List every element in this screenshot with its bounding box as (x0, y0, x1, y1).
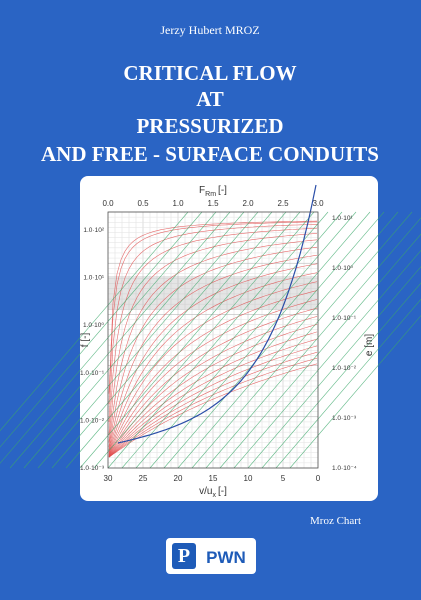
red-curve (108, 272, 318, 455)
red-curve (108, 307, 318, 457)
bottom-tick-label: 20 (174, 474, 183, 483)
bottom-tick-label: 25 (139, 474, 148, 483)
red-curve (108, 220, 318, 394)
logo-letter: P (178, 545, 190, 567)
left-tick-label: 1.0·10² (83, 227, 104, 234)
top-tick-label: 1.0 (172, 199, 184, 208)
title-line: CRITICAL FLOW (123, 61, 296, 85)
right-tick-label: 1.0·10⁻¹ (332, 315, 357, 322)
red-curve (108, 221, 318, 405)
plot-frame (107, 211, 319, 469)
green-line (191, 211, 413, 469)
axis-title-sub: Rm (205, 191, 216, 198)
green-line (275, 298, 421, 469)
bottom-tick-label: 10 (244, 474, 253, 483)
logo-icon (172, 543, 196, 569)
green-line (177, 211, 399, 469)
axis-title-sub: x (212, 492, 216, 499)
nomogram: 0.0 0.5 1.0 1.5 2.0 2.5 3.0 30 25 20 15 10 5 0 1.0·10²… (0, 184, 421, 499)
right-tick-label: 1.0·10⁻³ (332, 415, 357, 422)
green-line (121, 211, 343, 469)
red-curve (108, 363, 318, 458)
bottom-tick-label: 0 (316, 474, 321, 483)
axis-title-unit: [-] (218, 486, 227, 497)
axis-title-main: v/u (199, 486, 212, 497)
top-tick-label: 0.0 (102, 199, 114, 208)
left-tick-label: 1.0·10⁰ (83, 322, 104, 329)
top-tick-label: 3.0 (312, 199, 324, 208)
publisher-name: PWN (206, 548, 246, 567)
green-line (37, 211, 259, 469)
green-line (163, 211, 385, 469)
bottom-axis-title: v/ux [-] (199, 486, 227, 499)
green-line (135, 211, 357, 469)
top-tick-label: 0.5 (137, 199, 149, 208)
title-line: AND FREE - SURFACE CONDUITS (41, 142, 379, 166)
axis-title-unit: [-] (218, 185, 227, 196)
red-curve (108, 227, 318, 435)
blue-curve (117, 184, 317, 444)
green-line (65, 211, 287, 469)
publisher-logo: P PWN (166, 538, 256, 574)
green-line (149, 211, 371, 469)
green-line (0, 211, 203, 448)
green-line (0, 211, 189, 432)
axis-title-main: F (199, 185, 205, 196)
red-curve (108, 331, 318, 457)
green-line (219, 233, 421, 469)
green-line (289, 315, 421, 469)
left-tick-label: 1.0·10⁻¹ (80, 370, 105, 377)
green-line (23, 211, 245, 469)
red-curve (108, 254, 318, 452)
right-tick-label: 1.0·10¹ (332, 215, 353, 222)
green-line (0, 211, 217, 464)
top-tick-label: 2.0 (242, 199, 254, 208)
red-curve (108, 239, 318, 448)
red-curve (108, 246, 318, 451)
title-line: PRESSURIZED (136, 114, 283, 138)
left-tick-label: 1.0·10¹ (83, 275, 104, 282)
bottom-tick-label: 5 (281, 474, 286, 483)
top-tick-label: 2.5 (277, 199, 289, 208)
caption: Mroz Chart (310, 515, 361, 527)
green-line (205, 217, 421, 469)
bottom-tick-label: 15 (209, 474, 218, 483)
right-tick-label: 1.0·10⁻² (332, 365, 357, 372)
author: Jerzy Hubert MROZ (160, 23, 259, 37)
green-line (79, 211, 301, 469)
red-curve (108, 281, 318, 455)
left-tick-label: 1.0·10⁻² (80, 417, 105, 424)
green-line (93, 211, 315, 469)
red-curve (108, 263, 318, 454)
green-line (247, 266, 421, 469)
red-curve (108, 316, 318, 457)
right-tick-label: 1.0·10⁻⁴ (332, 465, 357, 472)
right-tick-label: 1.0·10⁰ (332, 265, 353, 272)
left-axis-title: f [-] (80, 333, 91, 348)
green-line (9, 211, 231, 469)
top-axis-title: FRm [-] (199, 185, 227, 198)
bottom-tick-label: 30 (104, 474, 113, 483)
red-curve (108, 233, 318, 443)
green-line (107, 211, 329, 469)
green-line (51, 211, 273, 469)
right-axis-title: e [m] (364, 334, 375, 356)
green-line (233, 249, 421, 469)
left-tick-label: 1.0·10⁻³ (80, 465, 105, 472)
title-line: AT (196, 87, 224, 111)
red-curve (108, 224, 318, 422)
red-curve (108, 324, 318, 457)
green-line (261, 282, 421, 469)
shaded-band (108, 276, 318, 310)
top-tick-label: 1.5 (207, 199, 219, 208)
